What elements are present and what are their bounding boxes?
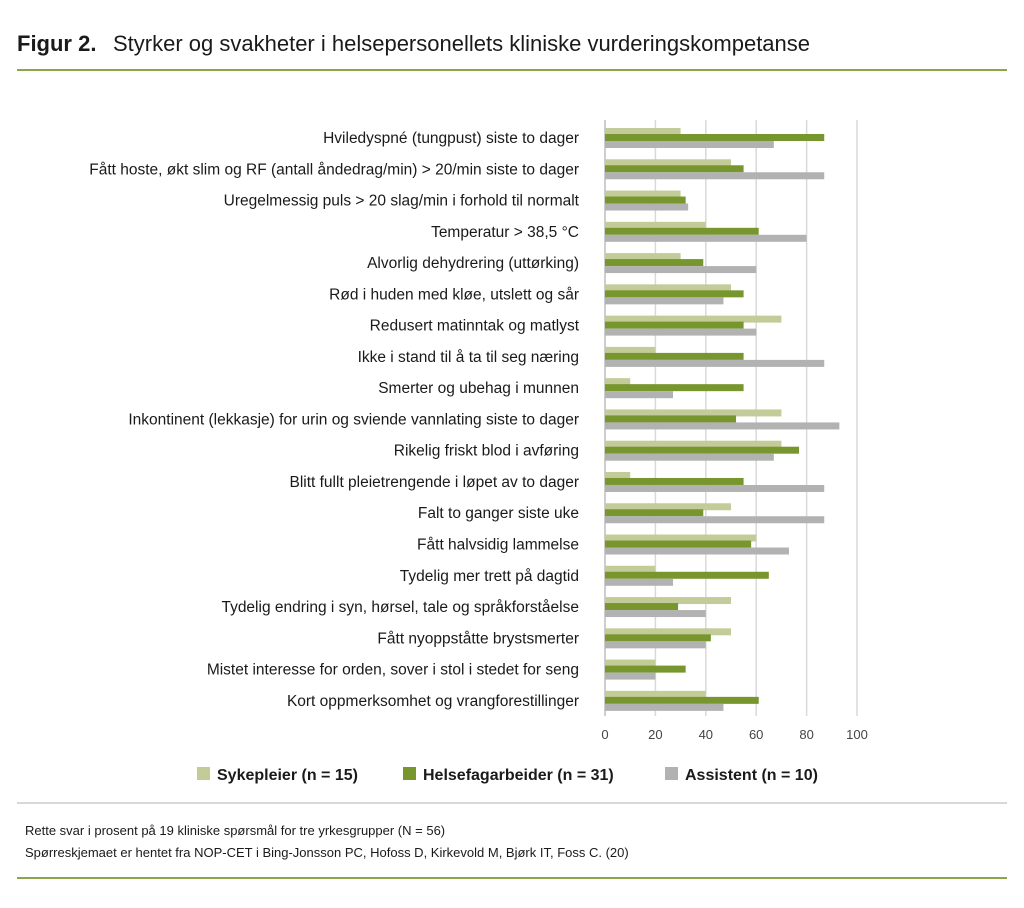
bar-helsefagarbeider	[605, 384, 744, 392]
bar-sykepleier	[605, 409, 782, 417]
bar-helsefagarbeider	[605, 259, 704, 267]
bar-assistent	[605, 234, 807, 242]
bar-assistent	[605, 391, 674, 399]
bar-helsefagarbeider	[605, 446, 800, 454]
category-label: Mistet interesse for orden, sover i stol…	[207, 662, 579, 679]
bar-helsefagarbeider	[605, 321, 744, 329]
bar-assistent	[605, 484, 825, 492]
bar-helsefagarbeider	[605, 165, 744, 173]
bar-sykepleier	[605, 690, 706, 698]
figure-title: Styrker og svakheter i helsepersonellets…	[113, 31, 810, 56]
x-tick-label: 80	[799, 727, 813, 742]
x-tick-label: 60	[749, 727, 763, 742]
x-tick-label: 20	[648, 727, 662, 742]
legend-label: Helsefagarbeider (n = 31)	[423, 767, 614, 784]
category-label: Kort oppmerksomhet og vrangforestillinge…	[287, 693, 579, 710]
bar-helsefagarbeider	[605, 352, 744, 360]
bar-assistent	[605, 297, 724, 305]
bar-assistent	[605, 203, 689, 211]
x-tick-label: 0	[601, 727, 608, 742]
category-label: Temperatur > 38,5 °C	[431, 224, 579, 241]
bar-assistent	[605, 172, 825, 180]
bar-helsefagarbeider	[605, 571, 769, 579]
category-label: Fått hoste, økt slim og RF (antall ånded…	[89, 161, 579, 178]
category-label: Falt to ganger siste uke	[418, 505, 579, 522]
category-label: Tydelig endring i syn, hørsel, tale og s…	[221, 599, 579, 616]
footnote-2: Spørreskjemaet er hentet fra NOP-CET i B…	[25, 845, 629, 860]
bar-sykepleier	[605, 659, 656, 667]
bar-sykepleier	[605, 597, 731, 605]
bars	[605, 128, 840, 711]
bar-sykepleier	[605, 565, 656, 573]
legend-label: Assistent (n = 10)	[685, 767, 818, 784]
bar-assistent	[605, 516, 825, 524]
bar-assistent	[605, 453, 774, 461]
bar-helsefagarbeider	[605, 227, 759, 235]
legend-swatch	[197, 767, 210, 780]
bar-assistent	[605, 328, 757, 336]
bar-assistent	[605, 703, 724, 711]
bar-assistent	[605, 422, 840, 430]
bar-helsefagarbeider	[605, 477, 744, 485]
category-label: Hviledyspné (tungpust) siste to dager	[323, 130, 579, 147]
category-labels: Hviledyspné (tungpust) siste to dager Fåt…	[89, 130, 579, 710]
category-label: Inkontinent (lekkasje) for urin og svien…	[128, 411, 579, 428]
x-tick-labels: 0 20 40 60 80 100	[601, 727, 867, 742]
bar-sykepleier	[605, 190, 681, 198]
bar-assistent	[605, 141, 774, 148]
bar-sykepleier	[605, 159, 731, 167]
legend-swatch	[403, 767, 416, 780]
bar-helsefagarbeider	[605, 509, 704, 517]
legend-swatch	[665, 767, 678, 780]
bar-assistent	[605, 547, 789, 555]
bar-sykepleier	[605, 253, 681, 261]
bar-sykepleier	[605, 221, 706, 229]
category-label: Uregelmessig puls > 20 slag/min i forhol…	[224, 193, 580, 210]
bar-helsefagarbeider	[605, 540, 752, 548]
category-label: Fått nyoppståtte brystsmerter	[377, 630, 579, 647]
bar-helsefagarbeider	[605, 634, 711, 642]
bar-sykepleier	[605, 628, 731, 636]
category-label: Rikelig friskt blod i avføring	[394, 443, 579, 460]
bar-helsefagarbeider	[605, 603, 679, 611]
bar-assistent	[605, 641, 706, 649]
bar-assistent	[605, 578, 674, 586]
category-label: Ikke i stand til å ta til seg næring	[358, 349, 579, 366]
bar-assistent	[605, 672, 656, 680]
category-label: Alvorlig dehydrering (uttørking)	[367, 255, 579, 272]
bar-sykepleier	[605, 346, 656, 354]
category-label: Redusert matinntak og matlyst	[370, 318, 580, 335]
x-tick-label: 100	[846, 727, 868, 742]
category-label: Tydelig mer trett på dagtid	[400, 568, 579, 585]
bar-helsefagarbeider	[605, 134, 825, 141]
legend: Sykepleier (n = 15) Helsefagarbeider (n =…	[197, 767, 818, 784]
category-label: Fått halvsidig lammelse	[417, 537, 579, 554]
bar-assistent	[605, 610, 706, 618]
figure-label: Figur 2.	[17, 31, 96, 56]
bar-sykepleier	[605, 315, 782, 323]
bar-sykepleier	[605, 503, 731, 511]
bar-helsefagarbeider	[605, 196, 686, 204]
bar-helsefagarbeider	[605, 415, 737, 423]
bar-sykepleier	[605, 378, 631, 386]
bar-helsefagarbeider	[605, 696, 759, 704]
bar-sykepleier	[605, 471, 631, 479]
bar-sykepleier	[605, 128, 681, 135]
footnote-1: Rette svar i prosent på 19 kliniske spør…	[25, 823, 445, 838]
bar-sykepleier	[605, 534, 757, 542]
bar-sykepleier	[605, 440, 782, 448]
category-label: Smerter og ubehag i munnen	[378, 380, 579, 397]
bar-assistent	[605, 359, 825, 367]
x-tick-label: 40	[699, 727, 713, 742]
category-label: Rød i huden med kløe, utslett og sår	[329, 286, 579, 303]
bar-sykepleier	[605, 284, 731, 292]
bar-assistent	[605, 266, 757, 274]
bar-helsefagarbeider	[605, 665, 686, 673]
category-label: Blitt fullt pleietrengende i løpet av to…	[289, 474, 579, 491]
legend-label: Sykepleier (n = 15)	[217, 767, 358, 784]
bar-helsefagarbeider	[605, 290, 744, 298]
